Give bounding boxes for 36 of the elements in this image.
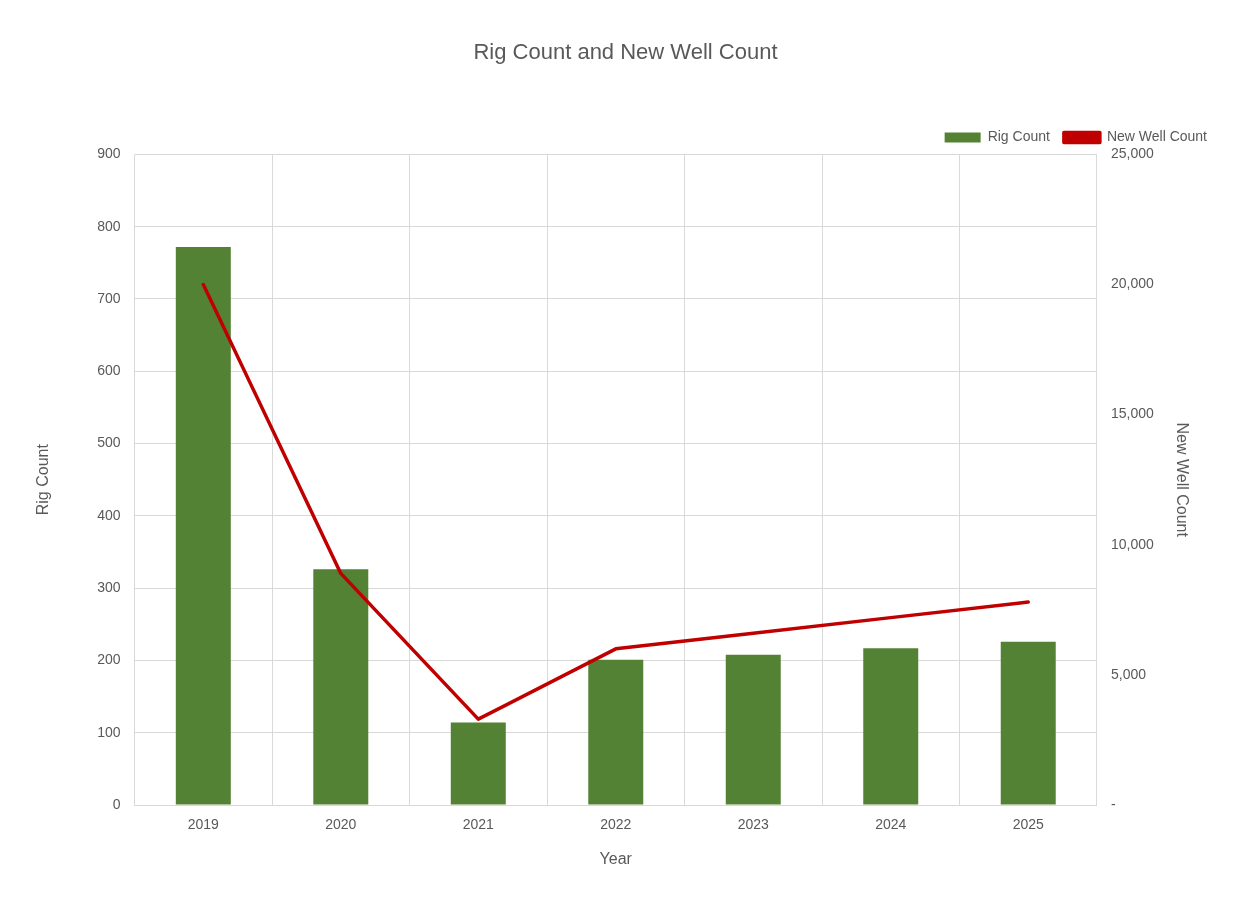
y-tick-label: 0 [112,795,121,812]
x-tick-label: 2025 [1012,816,1045,833]
x-tick-label: 2020 [325,816,357,833]
x-tick-label: 2019 [187,816,220,833]
bar [313,569,369,805]
y2-tick-label: 20,000 [1110,275,1155,292]
y2-tick-label: - [1110,795,1116,812]
bar [863,648,919,805]
y-tick-label: 100 [97,723,121,740]
y-tick-label: 600 [97,362,121,379]
y2-tick-label: 10,000 [1110,535,1155,552]
y-tick-label: 700 [97,289,121,306]
y-tick-label: 900 [97,145,121,162]
y2-axis-title: New Well Count [1173,422,1191,538]
y2-tick-label: 15,000 [1110,405,1155,422]
y-tick-label: 300 [97,578,121,595]
x-tick-label: 2022 [600,816,632,833]
bar [1000,641,1056,805]
y-tick-label: 200 [97,651,121,668]
bar [450,722,506,805]
bar [175,246,231,805]
x-tick-label: 2024 [875,816,907,833]
y-tick-label: 800 [97,217,121,234]
y2-tick-label: 25,000 [1110,145,1155,162]
x-tick-label: 2023 [737,816,770,833]
bar [588,659,644,805]
x-axis-title: Year [599,849,633,867]
y-axis-title: Rig Count [34,443,52,516]
x-tick-label: 2021 [462,816,495,833]
y-tick-label: 500 [97,434,121,451]
legend-label: Rig Count [987,128,1050,145]
y-tick-label: 400 [97,506,121,523]
legend-label: New Well Count [1106,128,1208,145]
y2-tick-label: 5,000 [1110,665,1147,682]
chart-title: Rig Count and New Well Count [473,39,778,65]
bar [725,654,781,805]
